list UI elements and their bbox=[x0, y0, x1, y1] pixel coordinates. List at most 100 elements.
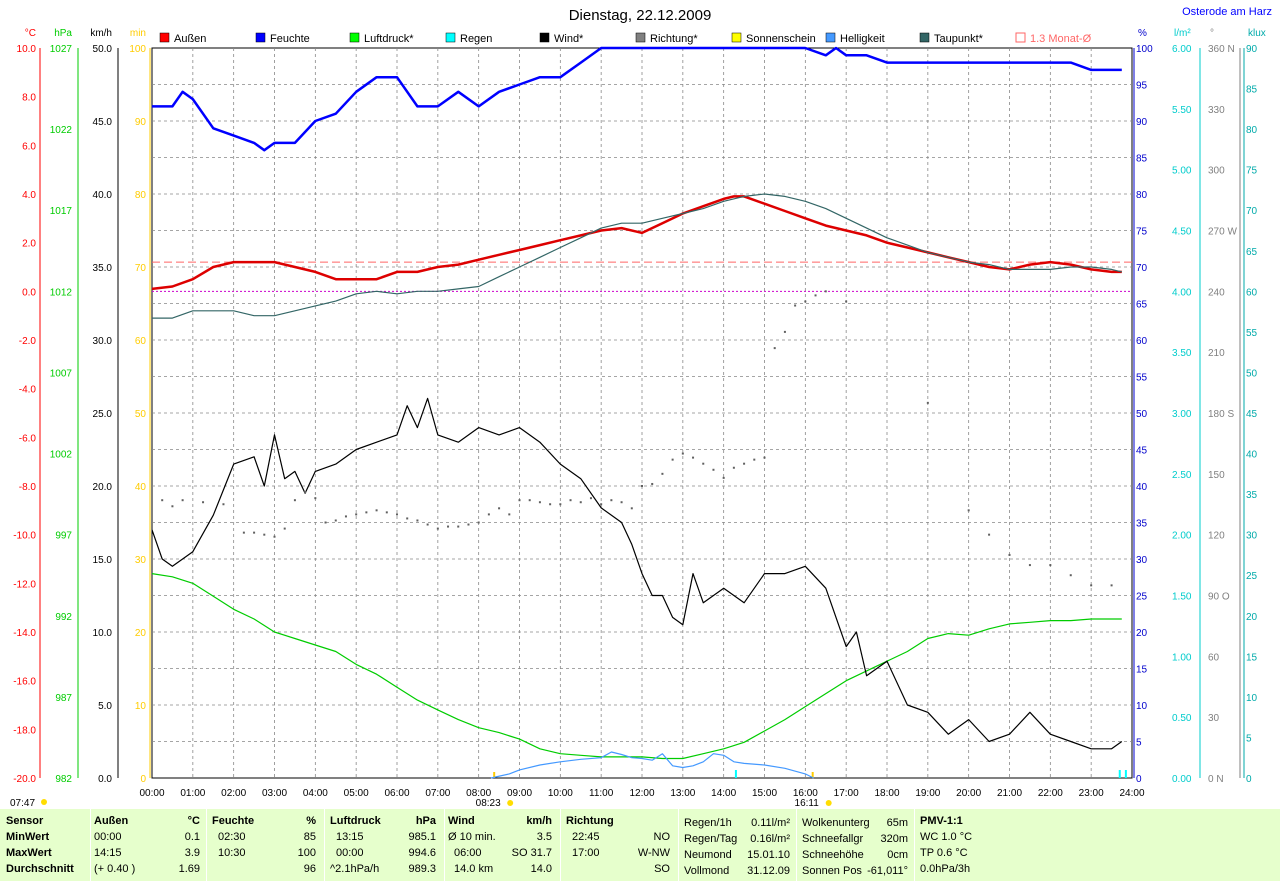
y-tick-label: 5 bbox=[1246, 733, 1252, 744]
legend-swatch bbox=[255, 32, 266, 43]
luftdruck-max-time: 00:00 bbox=[336, 847, 364, 859]
y-tick-label: -20.0 bbox=[13, 774, 36, 785]
y-tick-label: 90 O bbox=[1208, 592, 1230, 603]
y-tick-label: -12.0 bbox=[13, 579, 36, 590]
location-label: Osterode am Harz bbox=[1182, 6, 1272, 18]
vollmond-val: 31.12.09 bbox=[747, 865, 790, 877]
y-tick-label: 20 bbox=[1246, 612, 1258, 623]
y-tick-label: 90 bbox=[135, 117, 147, 128]
y-tick-label: 5.00 bbox=[1172, 166, 1192, 177]
y-tick-label: 40 bbox=[1246, 450, 1258, 461]
x-tick-label: 24:00 bbox=[1119, 788, 1144, 799]
direction-dot bbox=[988, 533, 991, 536]
y-tick-label: 360 N bbox=[1208, 44, 1235, 55]
y-tick-label: 2.00 bbox=[1172, 531, 1192, 542]
y-tick-label: 75 bbox=[1136, 227, 1148, 238]
direction-dot bbox=[447, 525, 450, 528]
legend-label: Außen bbox=[174, 33, 206, 45]
y-tick-label: 100 bbox=[129, 44, 146, 55]
direction-dot bbox=[314, 497, 317, 500]
direction-dot bbox=[253, 531, 256, 534]
y-tick-label: 30 bbox=[1208, 713, 1220, 724]
stats-wind: Wind km/h Ø 10 min. 3.5 06:00 SO 31.7 14… bbox=[448, 809, 556, 881]
direction-dot bbox=[824, 290, 827, 293]
wind-title: Wind bbox=[448, 815, 475, 827]
x-tick-label: 01:00 bbox=[180, 788, 205, 799]
stats-richtung: Richtung 22:45 NO 17:00 W-NW SO bbox=[566, 809, 674, 881]
direction-dot bbox=[702, 462, 705, 465]
x-tick-label: 13:00 bbox=[670, 788, 695, 799]
neumond-label: Neumond bbox=[684, 849, 732, 861]
x-tick-label: 09:00 bbox=[507, 788, 532, 799]
y-tick-label: -4.0 bbox=[19, 385, 37, 396]
direction-dot bbox=[396, 513, 398, 516]
sensor-row-max: MaxWert bbox=[6, 847, 52, 859]
y-tick-label: 3.00 bbox=[1172, 409, 1192, 420]
series-line-helligkeit bbox=[490, 751, 814, 779]
direction-dot bbox=[436, 527, 439, 530]
series-line-feuchte bbox=[152, 46, 1122, 152]
y-tick-label: 50 bbox=[135, 409, 147, 420]
vollmond-label: Vollmond bbox=[684, 865, 730, 877]
direction-dot bbox=[498, 507, 501, 510]
richtung-max-val: W-NW bbox=[637, 847, 670, 859]
x-tick-label: 00:00 bbox=[139, 788, 164, 799]
y-tick-label: 1002 bbox=[50, 450, 73, 461]
direction-dots bbox=[161, 290, 1113, 587]
x-tick-label: 15:00 bbox=[752, 788, 777, 799]
legend-swatch bbox=[635, 32, 646, 43]
series-line-wind bbox=[151, 397, 1123, 750]
y-tick-label: 10.0 bbox=[17, 44, 37, 55]
legend-swatch bbox=[159, 32, 170, 43]
regen-tag-val: 0.16l/m² bbox=[750, 833, 790, 845]
y-tick-label: 60 bbox=[1136, 336, 1148, 347]
y-tick-label: 2.50 bbox=[1172, 470, 1192, 481]
x-tick-label: 03:00 bbox=[262, 788, 287, 799]
y-tick-label: 10 bbox=[1136, 701, 1148, 712]
legend-label: Sonnenschein bbox=[746, 33, 816, 45]
direction-dot bbox=[181, 499, 184, 502]
y-tick-label: 25.0 bbox=[93, 409, 113, 420]
x-tick-label: 20:00 bbox=[956, 788, 981, 799]
legend-swatch bbox=[349, 32, 360, 43]
direction-dot bbox=[651, 482, 654, 485]
direction-dot bbox=[467, 523, 470, 526]
y-tick-label: 90 bbox=[1246, 44, 1258, 55]
y-tick-label: 30.0 bbox=[93, 336, 113, 347]
direction-dot bbox=[242, 531, 245, 534]
y-tick-label: 20 bbox=[1136, 628, 1148, 639]
direction-dot bbox=[926, 401, 929, 404]
legend-label: Feuchte bbox=[270, 33, 310, 45]
y-tick-label: 50.0 bbox=[93, 44, 113, 55]
direction-dot bbox=[1069, 574, 1072, 577]
direction-dot bbox=[171, 505, 174, 508]
pmv-tp: TP 0.6 °C bbox=[920, 847, 968, 859]
direction-dot bbox=[681, 452, 684, 455]
wind-max-val: SO 31.7 bbox=[511, 847, 552, 859]
x-tick-label: 12:00 bbox=[629, 788, 654, 799]
y-tick-label: 6.0 bbox=[22, 141, 36, 152]
luftdruck-title: Luftdruck bbox=[330, 815, 381, 827]
wind-day-avg: 14.0 bbox=[530, 863, 552, 875]
direction-dot bbox=[406, 517, 409, 520]
direction-dot bbox=[334, 519, 337, 522]
y-tick-label: 1007 bbox=[50, 368, 73, 379]
y-tick-label: 5.0 bbox=[98, 701, 112, 712]
stats-luftdruck: Luftdruck hPa 13:15 985.1 00:00 994.6 ^2… bbox=[330, 809, 440, 881]
legend-swatch bbox=[445, 32, 456, 43]
series-line-taupunkt bbox=[152, 193, 1122, 319]
y-tick-label: 0 bbox=[1246, 774, 1252, 785]
wind-avg-val: 3.5 bbox=[536, 831, 552, 843]
direction-dot bbox=[222, 503, 225, 506]
series-lines bbox=[151, 46, 1123, 779]
regen-1h-val: 0.11l/m² bbox=[751, 817, 790, 829]
stats-sensor: Sensor MinWert MaxWert Durchschnitt bbox=[6, 809, 90, 881]
direction-dot bbox=[804, 300, 807, 303]
y-tick-label: 80 bbox=[1246, 125, 1258, 136]
direction-dot bbox=[487, 513, 490, 516]
x-tick-label: 22:00 bbox=[1038, 788, 1063, 799]
regen-tag-label: Regen/Tag bbox=[684, 833, 738, 845]
y-tick-label: 120 bbox=[1208, 531, 1225, 542]
y-tick-label: 15 bbox=[1136, 665, 1148, 676]
y-tick-label: 0 N bbox=[1208, 774, 1224, 785]
